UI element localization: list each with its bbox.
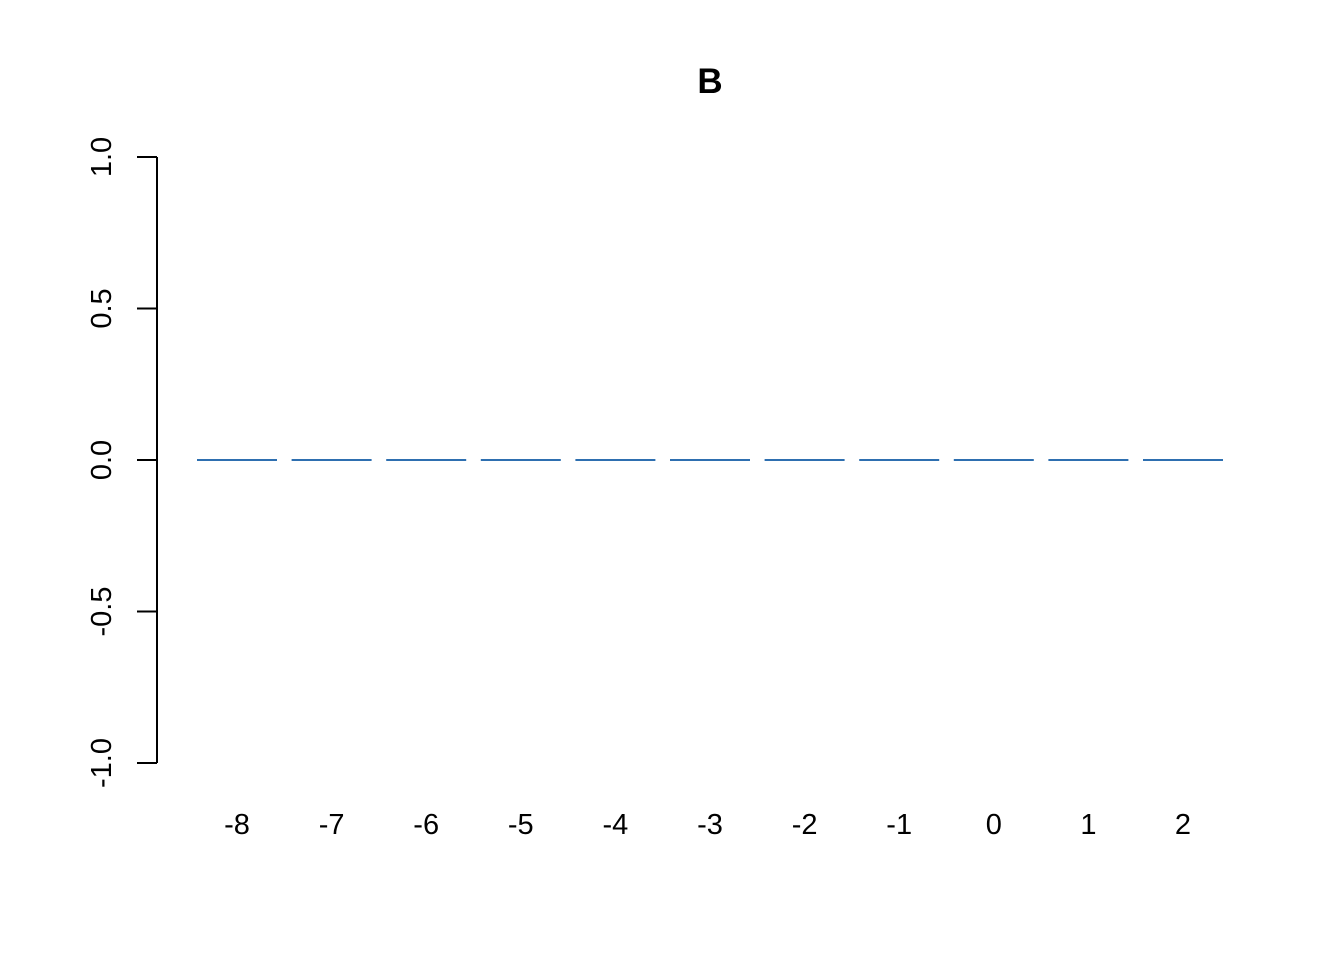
x-axis-labels: -8 -7 -6 -5 -4 -3 -2 -1 0 1 2 (224, 809, 1191, 841)
x-tick-label: -7 (319, 809, 345, 841)
y-tick-label: 0.5 (86, 288, 118, 328)
x-tick-label: -2 (792, 809, 818, 841)
x-tick-label: -1 (886, 809, 912, 841)
x-tick-label: -8 (224, 809, 250, 841)
y-axis: -1.0 -0.5 0.0 0.5 1.0 (86, 137, 158, 788)
x-tick-label: -6 (413, 809, 439, 841)
chart-title: B (697, 62, 722, 101)
x-tick-label: 1 (1080, 809, 1096, 841)
x-tick-label: -4 (603, 809, 629, 841)
y-tick-label: 1.0 (86, 137, 118, 177)
x-tick-label: 0 (986, 809, 1002, 841)
x-tick-label: -5 (508, 809, 534, 841)
x-tick-label: -3 (697, 809, 723, 841)
y-tick-label: -0.5 (86, 587, 118, 637)
y-tick-label: -1.0 (86, 738, 118, 788)
y-tick-label: 0.0 (86, 440, 118, 480)
x-tick-label: 2 (1175, 809, 1191, 841)
